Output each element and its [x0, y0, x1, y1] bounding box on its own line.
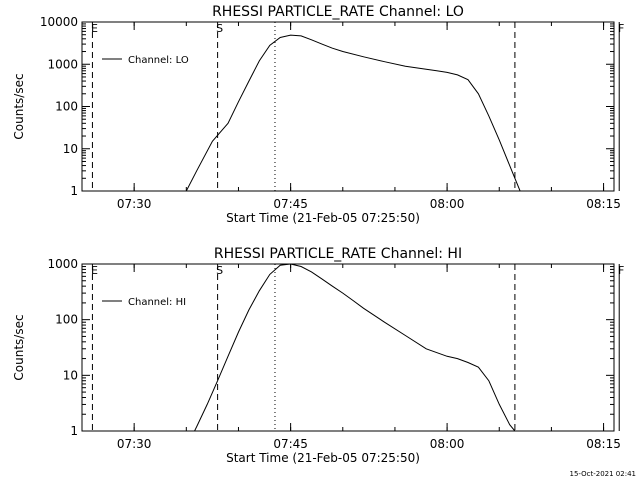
- panel1-event-label-4: F: [618, 22, 624, 35]
- panel1-xtick-label-2: 08:00: [430, 197, 465, 211]
- panel2-title: RHESSI PARTICLE_RATE Channel: HI: [214, 246, 462, 262]
- panel2-xtick-label-3: 08:15: [586, 437, 621, 451]
- render-timestamp: 15-Oct-2021 02:41: [569, 470, 636, 478]
- panel2-event-label-1: S: [216, 264, 223, 277]
- panel2-ytick-label-1: 10: [63, 368, 78, 382]
- panel1-title: RHESSI PARTICLE_RATE Channel: LO: [212, 4, 464, 20]
- panel1-ytick-label-1: 10: [63, 142, 78, 156]
- panel1-xtick-label-1: 07:45: [273, 197, 308, 211]
- panel2-xtick-label-1: 07:45: [273, 437, 308, 451]
- panel2-ylabel: Counts/sec: [12, 314, 26, 380]
- panel1-ytick-label-4: 10000: [40, 15, 78, 29]
- panel2-xtick-label-0: 07:30: [117, 437, 152, 451]
- panel2-series-line-0: [193, 264, 516, 431]
- panel2-event-label-4: F: [618, 264, 624, 277]
- panel1-xlabel: Start Time (21-Feb-05 07:25:50): [226, 211, 420, 225]
- panel1-legend-label: Channel: LO: [128, 55, 189, 66]
- panel1-frame: [81, 21, 615, 192]
- panel2-ytick-label-3: 1000: [47, 257, 78, 271]
- panel1-ytick-label-0: 1: [70, 184, 78, 198]
- panel1-xtick-label-0: 07:30: [117, 197, 152, 211]
- panel1-ytick-label-2: 100: [55, 100, 78, 114]
- panel2-xtick-label-2: 08:00: [430, 437, 465, 451]
- panel1-event-label-1: S: [216, 22, 223, 35]
- panel1-event-label-0: E: [91, 22, 98, 35]
- panel1-ylabel: Counts/sec: [12, 73, 26, 139]
- panel2-legend-label: Channel: HI: [128, 297, 186, 308]
- panel1-series-line-0: [185, 34, 521, 191]
- panel1-xtick-label-3: 08:15: [586, 197, 621, 211]
- panel2-xlabel: Start Time (21-Feb-05 07:25:50): [226, 451, 420, 465]
- panel2-event-label-0: E: [91, 264, 98, 277]
- panel1-ytick-label-3: 1000: [47, 57, 78, 71]
- panel2-ytick-label-2: 100: [55, 313, 78, 327]
- panel2-frame: [81, 263, 615, 432]
- panel2-ytick-label-0: 1: [70, 424, 78, 438]
